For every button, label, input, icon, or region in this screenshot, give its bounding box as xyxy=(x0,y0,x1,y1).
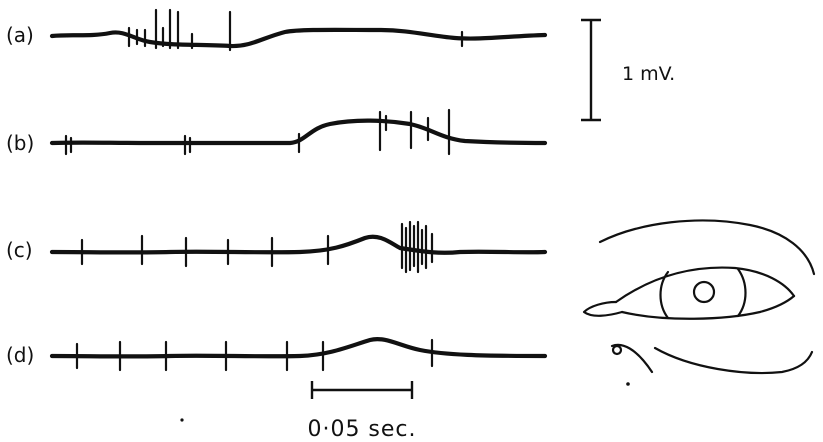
trace-b-line xyxy=(49,118,548,146)
time-scale-label: 0·05 sec. xyxy=(307,417,416,442)
stray-dot xyxy=(180,418,184,422)
trace-label-c: (c) xyxy=(6,238,33,262)
trace-d-line xyxy=(49,337,548,359)
voltage-scale-bar xyxy=(581,18,601,122)
trace-c xyxy=(49,220,548,274)
trace-c-spikes xyxy=(80,220,434,274)
iris-left xyxy=(659,270,670,320)
electrode-marker xyxy=(611,344,623,356)
voltage-scale-label: 1 mV. xyxy=(622,63,675,85)
trace-d-spikes xyxy=(75,338,434,372)
lower-eyelid xyxy=(620,294,796,320)
trace-b-spikes xyxy=(64,108,451,156)
iris-right xyxy=(736,267,747,318)
trace-a-line xyxy=(49,27,548,49)
pupil xyxy=(692,280,716,304)
lower-lid-fold xyxy=(653,346,814,375)
trace-a xyxy=(49,8,548,52)
time-scale-bar xyxy=(310,381,414,399)
trace-b xyxy=(49,108,548,156)
trace-a-spikes xyxy=(127,8,464,52)
upper-eyelid xyxy=(614,266,796,304)
eye-diagram xyxy=(582,219,816,386)
inner-canthus xyxy=(582,300,624,317)
trace-c-line xyxy=(49,234,548,255)
trace-label-a: (a) xyxy=(6,23,34,47)
ground-dot xyxy=(626,382,630,386)
cheek-line xyxy=(610,343,654,374)
upper-brow-line xyxy=(598,219,816,276)
trace-label-d: (d) xyxy=(6,343,34,367)
trace-d xyxy=(49,337,548,372)
trace-label-b: (b) xyxy=(6,131,34,155)
